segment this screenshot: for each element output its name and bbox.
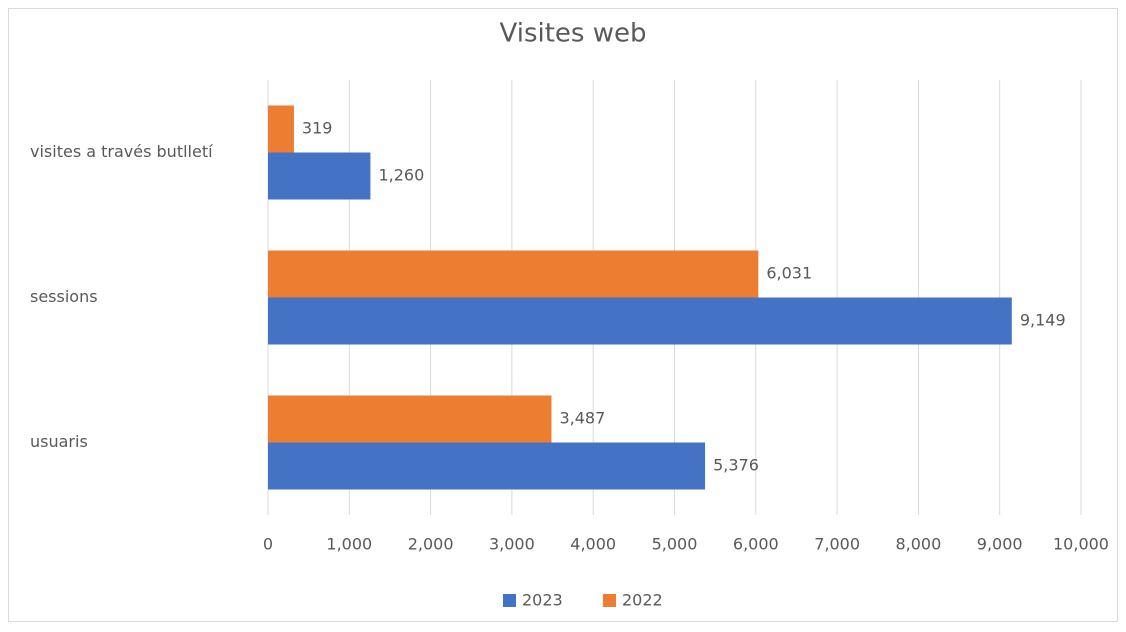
- bar: [268, 152, 371, 200]
- x-tick-label: 4,000: [570, 535, 616, 554]
- data-label: 6,031: [766, 264, 812, 283]
- x-tick-label: 8,000: [895, 535, 941, 554]
- bar: [268, 250, 759, 298]
- bar: [268, 105, 294, 153]
- category-label: usuaris: [30, 432, 88, 451]
- x-tick-label: 2,000: [408, 535, 454, 554]
- bar: [268, 395, 552, 443]
- data-label: 1,260: [378, 166, 424, 185]
- data-label: 5,376: [713, 456, 759, 475]
- x-tick-label: 3,000: [489, 535, 535, 554]
- legend-swatch: [503, 594, 516, 607]
- bar: [268, 297, 1012, 345]
- legend-swatch: [603, 594, 616, 607]
- x-tick-label: 5,000: [652, 535, 698, 554]
- x-tick-label: 10,000: [1053, 535, 1109, 554]
- data-label: 319: [302, 119, 333, 138]
- legend-label: 2023: [522, 591, 563, 610]
- x-tick-label: 7,000: [814, 535, 860, 554]
- chart-title: Visites web: [500, 19, 647, 49]
- data-label: 3,487: [559, 409, 605, 428]
- x-tick-label: 0: [263, 535, 273, 554]
- bar: [268, 442, 706, 490]
- category-label: visites a través butlletí: [30, 142, 213, 161]
- category-label: sessions: [30, 287, 98, 306]
- legend-label: 2022: [622, 591, 663, 610]
- data-label: 9,149: [1020, 311, 1066, 330]
- x-tick-label: 6,000: [733, 535, 779, 554]
- x-tick-label: 9,000: [977, 535, 1023, 554]
- x-tick-label: 1,000: [326, 535, 372, 554]
